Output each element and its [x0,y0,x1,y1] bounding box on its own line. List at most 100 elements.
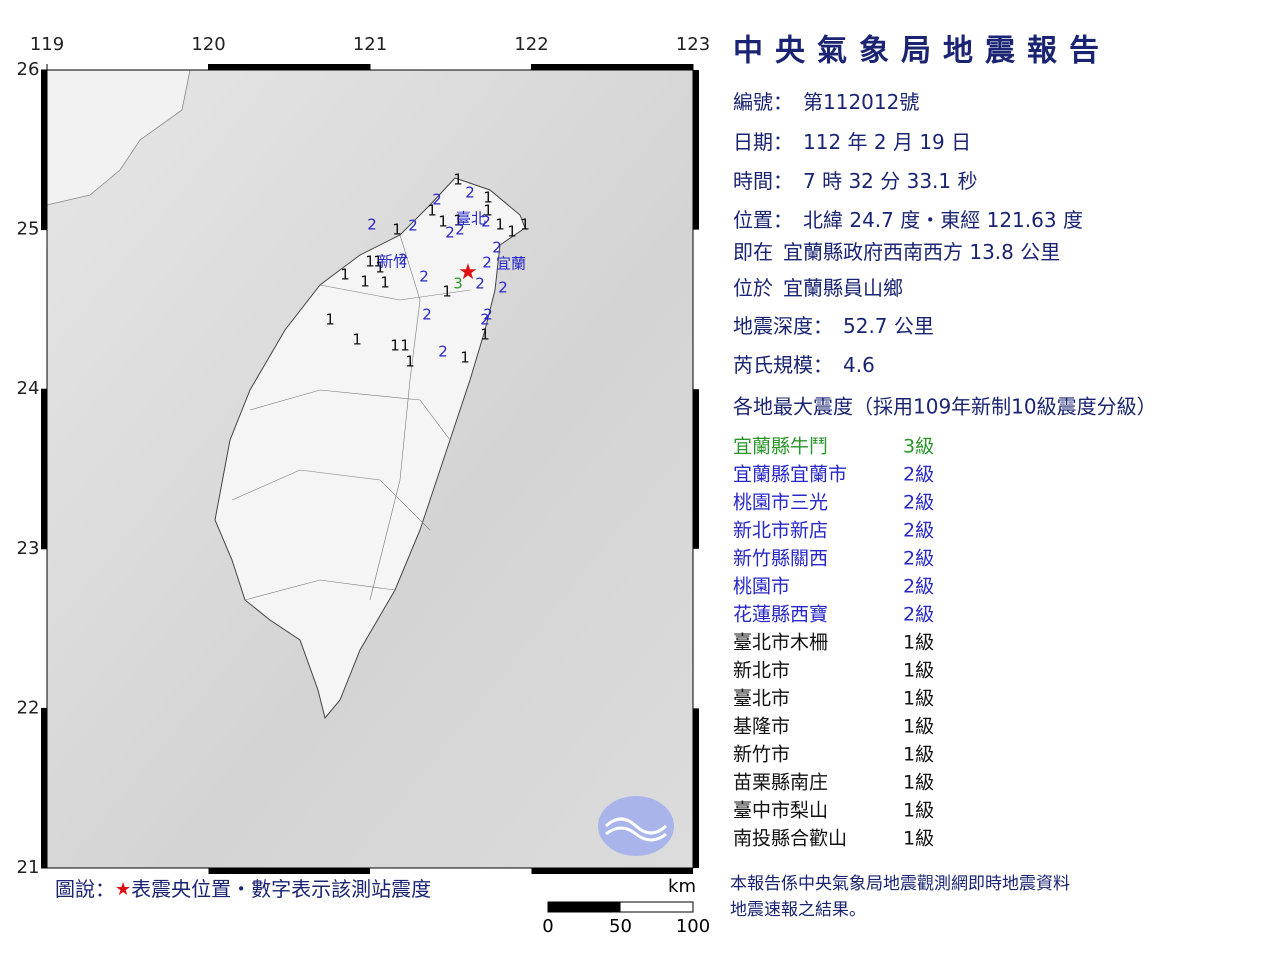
intensity-level: 3級 [903,436,934,458]
lat-tick-label: 24 [17,378,40,399]
station-intensity: 2 [465,184,475,202]
report-value: 52.7 公里 [843,314,934,338]
station-intensity: 2 [419,268,429,286]
footer-note: 本報告係中央氣象局地震觀測網即時地震資料 [730,874,1070,894]
station-intensity: 1 [325,311,335,329]
station-intensity: 2 [482,254,492,272]
county-border [319,284,471,301]
place-label: 宜蘭 [496,255,526,273]
intensity-area: 臺北市木柵 [733,632,828,654]
station-intensity: 1 [427,202,437,220]
intensity-level: 1級 [903,800,934,822]
frame-bar [41,70,47,230]
intensity-level: 1級 [903,828,934,850]
station-intensity: 2 [438,343,448,361]
report-label: 編號： [733,90,793,114]
station-intensity: 1 [483,189,493,207]
station-intensity: 1 [392,221,402,239]
station-intensity: 2 [432,191,442,209]
station-intensity: 2 [422,306,432,324]
report-value: 宜蘭縣員山鄉 [783,276,903,300]
report-value: 4.6 [843,353,875,377]
station-intensity: 1 [520,216,530,234]
report-value: 112 年 2 月 19 日 [803,130,971,154]
lat-tick-label: 23 [17,538,40,559]
station-intensity: 2 [398,251,408,269]
intensity-area: 花蓮縣西寶 [733,604,828,626]
station-intensity: 2 [408,217,418,235]
scale-bar [548,902,621,912]
station-intensity: 2 [445,224,455,242]
report-label: 地震深度： [733,314,833,338]
county-border [369,234,421,601]
frame-bar [693,708,699,868]
station-intensity: 2 [492,239,502,257]
frame-bar [531,868,693,874]
epicenter: ★ [458,260,478,285]
report-label: 時間： [733,169,793,193]
report-line: 芮氏規模： 4.6 [733,353,875,377]
report-line: 位置： 北緯 24.7 度・東經 121.63 度 [733,208,1083,232]
intensity-level: 1級 [903,632,934,654]
report-label: 位於 [733,276,773,300]
scale-tick-label: 50 [609,916,632,937]
intensity-area: 臺中市梨山 [733,800,828,822]
legend: 圖說：★表震央位置・數字表示該測站震度 [55,877,431,901]
report-title: 中央氣象局地震報告 [733,34,1111,69]
mainland-coast [46,69,191,206]
report-label: 日期： [733,130,793,154]
taiwan-island [214,177,526,720]
report-line: 位於 宜蘭縣員山鄉 [733,276,903,300]
intensity-area: 宜蘭縣宜蘭市 [733,464,847,486]
intensity-area: 新竹縣關西 [733,548,828,570]
station-intensity: 1 [460,349,470,367]
lon-tick-label: 121 [353,34,387,55]
station-intensity: 1 [495,216,505,234]
lat-tick-label: 25 [17,219,40,240]
intensity-level: 2級 [903,576,934,598]
lon-tick-label: 122 [514,34,548,55]
station-intensity: 1 [507,223,517,241]
station-intensity: 2 [455,221,465,239]
station-intensity: 1 [405,353,415,371]
lon-tick-label: 119 [30,34,64,55]
station-intensity: 1 [373,253,383,271]
report-value: 北緯 24.7 度・東經 121.63 度 [803,208,1083,232]
intensity-area: 宜蘭縣牛鬥 [733,436,828,458]
intensity-level: 1級 [903,660,934,682]
scale-unit: km [668,876,696,897]
station-intensity: 1 [390,337,400,355]
report-line: 時間： 7 時 32 分 33.1 秒 [733,169,978,193]
report-label: 芮氏規模： [733,353,833,377]
report-label: 即在 [733,240,773,264]
station-intensity: 2 [475,275,485,293]
report-line: 日期： 112 年 2 月 19 日 [733,130,971,154]
intensity-level: 2級 [903,464,934,486]
intensity-area: 南投縣合歡山 [733,828,847,850]
report-label: 位置： [733,208,793,232]
intensity-level: 1級 [903,716,934,738]
report-line: 編號： 第112012號 [733,90,919,114]
station-intensity: 1 [483,202,493,220]
legend-star: ★ [115,879,131,900]
station-intensity: 1 [380,274,390,292]
station-intensity: 1 [453,212,463,230]
county-border [231,469,431,531]
county-border [249,389,451,441]
station-intensity: 3 [453,275,463,293]
intensity-level: 2級 [903,520,934,542]
station-intensity: 1 [340,266,350,284]
intensity-area: 苗栗縣南庄 [733,772,828,794]
intensity-area: 新竹市 [733,744,790,766]
lon-tick-label: 123 [676,34,710,55]
frame-bar [208,868,370,874]
lon-tick-label: 120 [191,34,225,55]
intensity-level: 2級 [903,548,934,570]
report-value: 7 時 32 分 33.1 秒 [803,169,978,193]
station-intensity: 1 [365,253,375,271]
station-intensity: 1 [442,283,452,301]
station-intensity: 1 [438,213,448,231]
frame-bar [208,64,370,70]
station-intensity: 1 [352,331,362,349]
lat-tick-label: 21 [17,857,40,878]
